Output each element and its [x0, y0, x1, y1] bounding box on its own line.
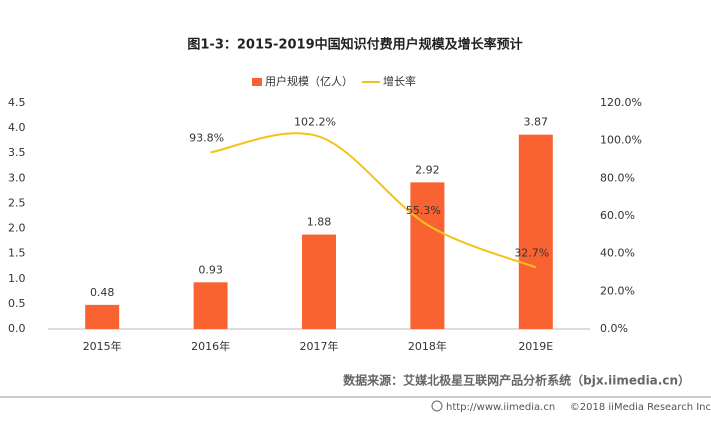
bar-value-label: 0.48 — [90, 286, 115, 299]
y2-tick-label: 40.0% — [600, 247, 635, 260]
y2-tick-label: 20.0% — [600, 284, 635, 297]
y-tick-label: 2.5 — [8, 196, 26, 209]
legend-label: 用户规模（亿人） — [265, 74, 353, 88]
y-tick-label: 1.5 — [8, 247, 26, 260]
y-tick-label: 1.0 — [8, 272, 26, 285]
globe-icon — [431, 400, 443, 412]
y-tick-label: 3.0 — [8, 171, 26, 184]
y2-tick-label: 60.0% — [600, 209, 635, 222]
y-tick-label: 4.5 — [8, 96, 26, 109]
line-value-label: 102.2% — [294, 116, 336, 129]
y2-tick-label: 100.0% — [600, 134, 642, 147]
bar-value-label: 2.92 — [415, 163, 440, 176]
bar — [518, 134, 553, 329]
y-tick-label: 4.0 — [8, 121, 26, 134]
footer-url: http://www.iimedia.cn — [446, 402, 555, 413]
y-tick-label: 3.5 — [8, 146, 26, 159]
y-tick-label: 0.0 — [8, 322, 26, 335]
bar-value-label: 0.93 — [198, 263, 223, 276]
x-tick-label: 2019E — [518, 340, 553, 353]
bar — [302, 234, 336, 329]
bar — [85, 304, 120, 329]
legend-swatch — [252, 78, 262, 86]
y-tick-label: 2.0 — [8, 222, 26, 235]
line-value-label: 55.3% — [406, 204, 441, 217]
source: 数据来源：艾媒北极星互联网产品分析系统（bjx.iimedia.cn） — [343, 373, 690, 388]
legend-label: 增长率 — [383, 74, 416, 88]
footer-copyright: ©2018 iiMedia Research Inc — [570, 402, 711, 413]
line-value-label: 32.7% — [514, 246, 549, 259]
x-tick-label: 2018年 — [408, 339, 447, 353]
x-tick-label: 2016年 — [191, 339, 230, 353]
bar — [193, 282, 228, 329]
bar-value-label: 3.87 — [524, 116, 549, 129]
y-tick-label: 0.5 — [8, 297, 26, 310]
chart-title: 图1-3：2015-2019中国知识付费用户规模及增长率预计 — [187, 37, 522, 53]
x-tick-label: 2015年 — [83, 339, 122, 353]
growth-line — [210, 132, 537, 269]
line-value-label: 93.8% — [189, 131, 224, 144]
bar-value-label: 1.88 — [307, 216, 332, 229]
bar — [410, 182, 445, 329]
y2-tick-label: 0.0% — [600, 322, 628, 335]
y2-tick-label: 120.0% — [600, 96, 642, 109]
y2-tick-label: 80.0% — [600, 171, 635, 184]
x-tick-label: 2017年 — [300, 339, 339, 353]
